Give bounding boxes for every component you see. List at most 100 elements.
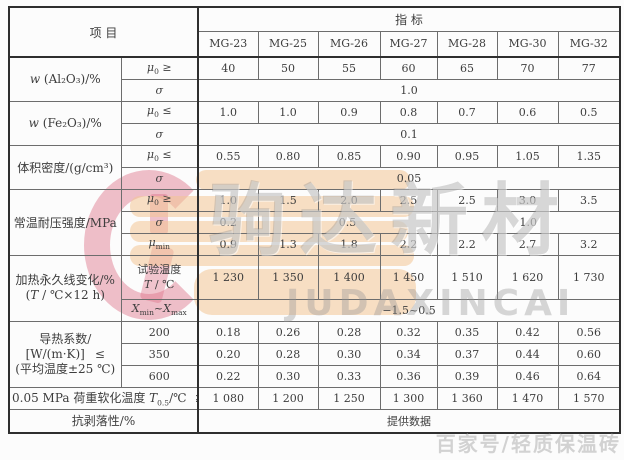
row-label-softening-temperature: 0.05 MPa 荷重软化温度 T0.5/℃ ≥ xyxy=(8,386,200,410)
value-cell: 1.05 xyxy=(496,144,559,168)
value-cell: 3.5 xyxy=(557,188,621,212)
value-cell: 0.60 xyxy=(557,342,621,366)
value-cell: 0.85 xyxy=(317,144,381,168)
value-cell: 1 230 xyxy=(197,254,259,300)
value-cell: 60 xyxy=(379,56,438,80)
mu-symbol: μ xyxy=(146,60,155,74)
sub-label-cell: Xmin~Xmax xyxy=(120,298,200,322)
value-cell: 1.0 xyxy=(197,188,259,212)
value-cell: 3.0 xyxy=(496,188,559,212)
value-cell: 0.20 xyxy=(197,342,259,366)
value-cell: 0.95 xyxy=(436,144,498,168)
sub-label-cell: σ xyxy=(120,78,200,102)
sub-label-cell: 试验温度 T / ℃ xyxy=(120,254,200,300)
value-cell: 0.39 xyxy=(436,364,498,388)
sub-label-cell: σ xyxy=(120,166,200,190)
label-line: [W/(m·K)] ≤ xyxy=(12,347,119,362)
sub-label-cell: 600 xyxy=(120,364,200,388)
le-operator: ≤ xyxy=(158,148,172,162)
mu-symbol: μ xyxy=(146,192,155,206)
value-cell: 1 250 xyxy=(317,386,381,410)
value-cell: 1.0 xyxy=(197,100,259,124)
value-cell: 0.7 xyxy=(436,100,498,124)
label-line: 试验温度 xyxy=(137,263,182,276)
sub-label-cell: μ0 ≥ xyxy=(120,56,200,80)
value-cell: 2.2 xyxy=(436,232,498,256)
le-operator: ≤ xyxy=(158,104,172,118)
value-cell: 0.90 xyxy=(379,144,438,168)
label-line: (平均温度±25 ℃) xyxy=(15,361,116,376)
table-row: 0.05 MPa 荷重软化温度 T0.5/℃ ≥ 1 080 1 200 1 25… xyxy=(8,386,621,410)
grade-header-mg-30: MG-30 xyxy=(496,30,559,58)
sub-label-cell: 200 xyxy=(120,320,200,344)
grade-header-mg-27: MG-27 xyxy=(379,30,438,58)
x-subscript: max xyxy=(170,308,187,318)
value-cell: 0.22 xyxy=(197,364,259,388)
value-cell: 2.2 xyxy=(379,232,438,256)
value-cell: 0.64 xyxy=(557,364,621,388)
value-cell: 1 570 xyxy=(557,386,621,410)
grade-header-row: MG-23 MG-25 MG-26 MG-27 MG-28 MG-30 MG-3… xyxy=(9,30,621,58)
value-cell: 1 200 xyxy=(257,386,319,410)
sub-label-cell: μ0 ≥ xyxy=(120,188,200,212)
value-cell: 1 470 xyxy=(496,386,559,410)
header-row: 项 目 指 标 xyxy=(8,6,621,58)
label-line: (T / ℃×12 h) xyxy=(12,288,119,303)
mu-symbol: μ xyxy=(146,104,155,118)
value-cell: 0.33 xyxy=(317,364,381,388)
value-cell: 3.2 xyxy=(557,232,621,256)
value-cell: 1 300 xyxy=(379,386,438,410)
label-part: ( xyxy=(25,288,31,302)
merged-value-cell: 提供数据 xyxy=(197,408,621,434)
col-header-item: 项 目 xyxy=(8,6,200,58)
label-line: 加热永久线变化/% xyxy=(15,273,115,287)
le-operator: ≤ xyxy=(94,346,105,361)
spec-table: 项 目 指 标 MG-23 MG-25 MG-26 MG-27 MG-28 MG… xyxy=(8,6,622,434)
label-part: (Fe₂O₃)/% xyxy=(38,116,102,130)
label-part: [W/(m·K)] xyxy=(25,346,85,361)
value-cell: 50 xyxy=(257,56,319,80)
value-cell: 2.5 xyxy=(379,188,438,212)
table-row: σ 0.1 xyxy=(9,122,621,146)
label-part: w xyxy=(28,116,39,130)
label-line: 导热系数/ xyxy=(39,331,92,346)
value-cell: 0.44 xyxy=(496,342,559,366)
t-subscript: 0.5 xyxy=(157,398,170,408)
row-label-linear-change: 加热永久线变化/% (T / ℃×12 h) xyxy=(8,254,122,322)
merged-value-cell: 1.0 xyxy=(197,78,621,102)
value-cell: 1 350 xyxy=(257,254,319,300)
label-part: / ℃ xyxy=(151,278,175,291)
table-row: w (Fe₂O₃)/% μ0 ≤ 1.0 1.0 0.9 0.8 0.7 0.6… xyxy=(8,100,621,146)
value-cell: 0.6 xyxy=(496,100,559,124)
value-cell: 1 400 xyxy=(317,254,381,300)
value-cell: 0.34 xyxy=(379,342,438,366)
value-cell: 1 620 xyxy=(496,254,559,300)
row-label-thermal-conductivity: 导热系数/ [W/(m·K)] ≤ (平均温度±25 ℃) xyxy=(8,320,122,388)
sub-label-cell: μ0 ≤ xyxy=(120,100,200,124)
value-cell: 0.32 xyxy=(379,320,438,344)
value-cell: 40 xyxy=(197,56,259,80)
table-row: 抗剥落性/% 提供数据 xyxy=(8,408,621,434)
row-label-spalling-resistance: 抗剥落性/% xyxy=(8,408,200,434)
value-cell: 0.35 xyxy=(436,320,498,344)
sigma-symbol: σ xyxy=(155,83,164,97)
value-cell: 2.0 xyxy=(317,188,381,212)
value-cell: 2.7 xyxy=(496,232,559,256)
x-subscript: min xyxy=(139,308,154,318)
label-part: T xyxy=(144,278,152,291)
mu-subscript: 0 xyxy=(154,66,159,76)
ge-operator: ≥ xyxy=(195,391,196,405)
grade-header-mg-23: MG-23 xyxy=(197,30,259,58)
mu-symbol: μ xyxy=(148,236,156,250)
label-part: (Al₂O₃)/% xyxy=(40,72,101,87)
sub-label-cell: μ0 ≤ xyxy=(120,144,200,168)
sigma-symbol: σ xyxy=(155,215,164,229)
value-cell: 0.46 xyxy=(496,364,559,388)
table-row: 350 0.20 0.28 0.30 0.34 0.37 0.44 0.60 xyxy=(9,342,621,366)
col-header-index: 指 标 xyxy=(197,6,621,32)
value-cell: 0.30 xyxy=(317,342,381,366)
row-label-crushing-strength: 常温耐压强度/MPa xyxy=(8,188,122,256)
value-cell: 1 730 xyxy=(557,254,621,300)
merged-value-cell: 0.05 xyxy=(197,166,621,190)
value-cell: 0.55 xyxy=(197,144,259,168)
